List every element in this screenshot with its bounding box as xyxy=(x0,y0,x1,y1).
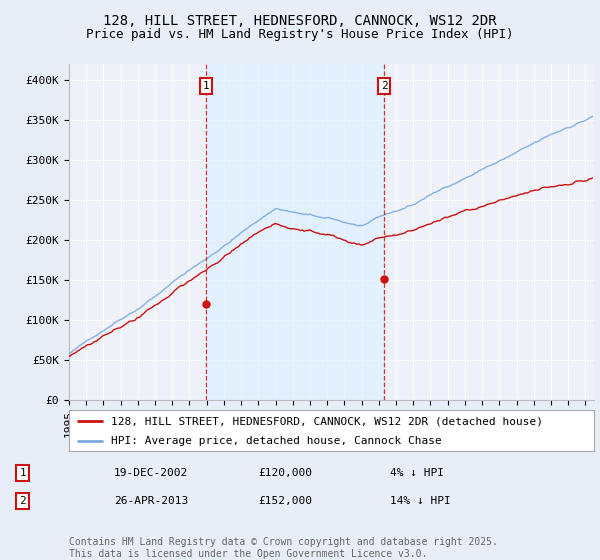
Text: 26-APR-2013: 26-APR-2013 xyxy=(114,496,188,506)
Text: 128, HILL STREET, HEDNESFORD, CANNOCK, WS12 2DR: 128, HILL STREET, HEDNESFORD, CANNOCK, W… xyxy=(103,14,497,28)
Text: 4% ↓ HPI: 4% ↓ HPI xyxy=(390,468,444,478)
Text: £120,000: £120,000 xyxy=(258,468,312,478)
Text: Contains HM Land Registry data © Crown copyright and database right 2025.
This d: Contains HM Land Registry data © Crown c… xyxy=(69,537,498,559)
Text: 2: 2 xyxy=(19,496,26,506)
Text: £152,000: £152,000 xyxy=(258,496,312,506)
Text: 14% ↓ HPI: 14% ↓ HPI xyxy=(390,496,451,506)
Text: HPI: Average price, detached house, Cannock Chase: HPI: Average price, detached house, Cann… xyxy=(111,436,442,446)
Text: 1: 1 xyxy=(19,468,26,478)
Text: 2: 2 xyxy=(381,81,388,91)
Bar xyxy=(206,64,385,400)
Text: Price paid vs. HM Land Registry's House Price Index (HPI): Price paid vs. HM Land Registry's House … xyxy=(86,28,514,41)
Text: 128, HILL STREET, HEDNESFORD, CANNOCK, WS12 2DR (detached house): 128, HILL STREET, HEDNESFORD, CANNOCK, W… xyxy=(111,417,543,426)
Text: 19-DEC-2002: 19-DEC-2002 xyxy=(114,468,188,478)
Text: 1: 1 xyxy=(203,81,209,91)
